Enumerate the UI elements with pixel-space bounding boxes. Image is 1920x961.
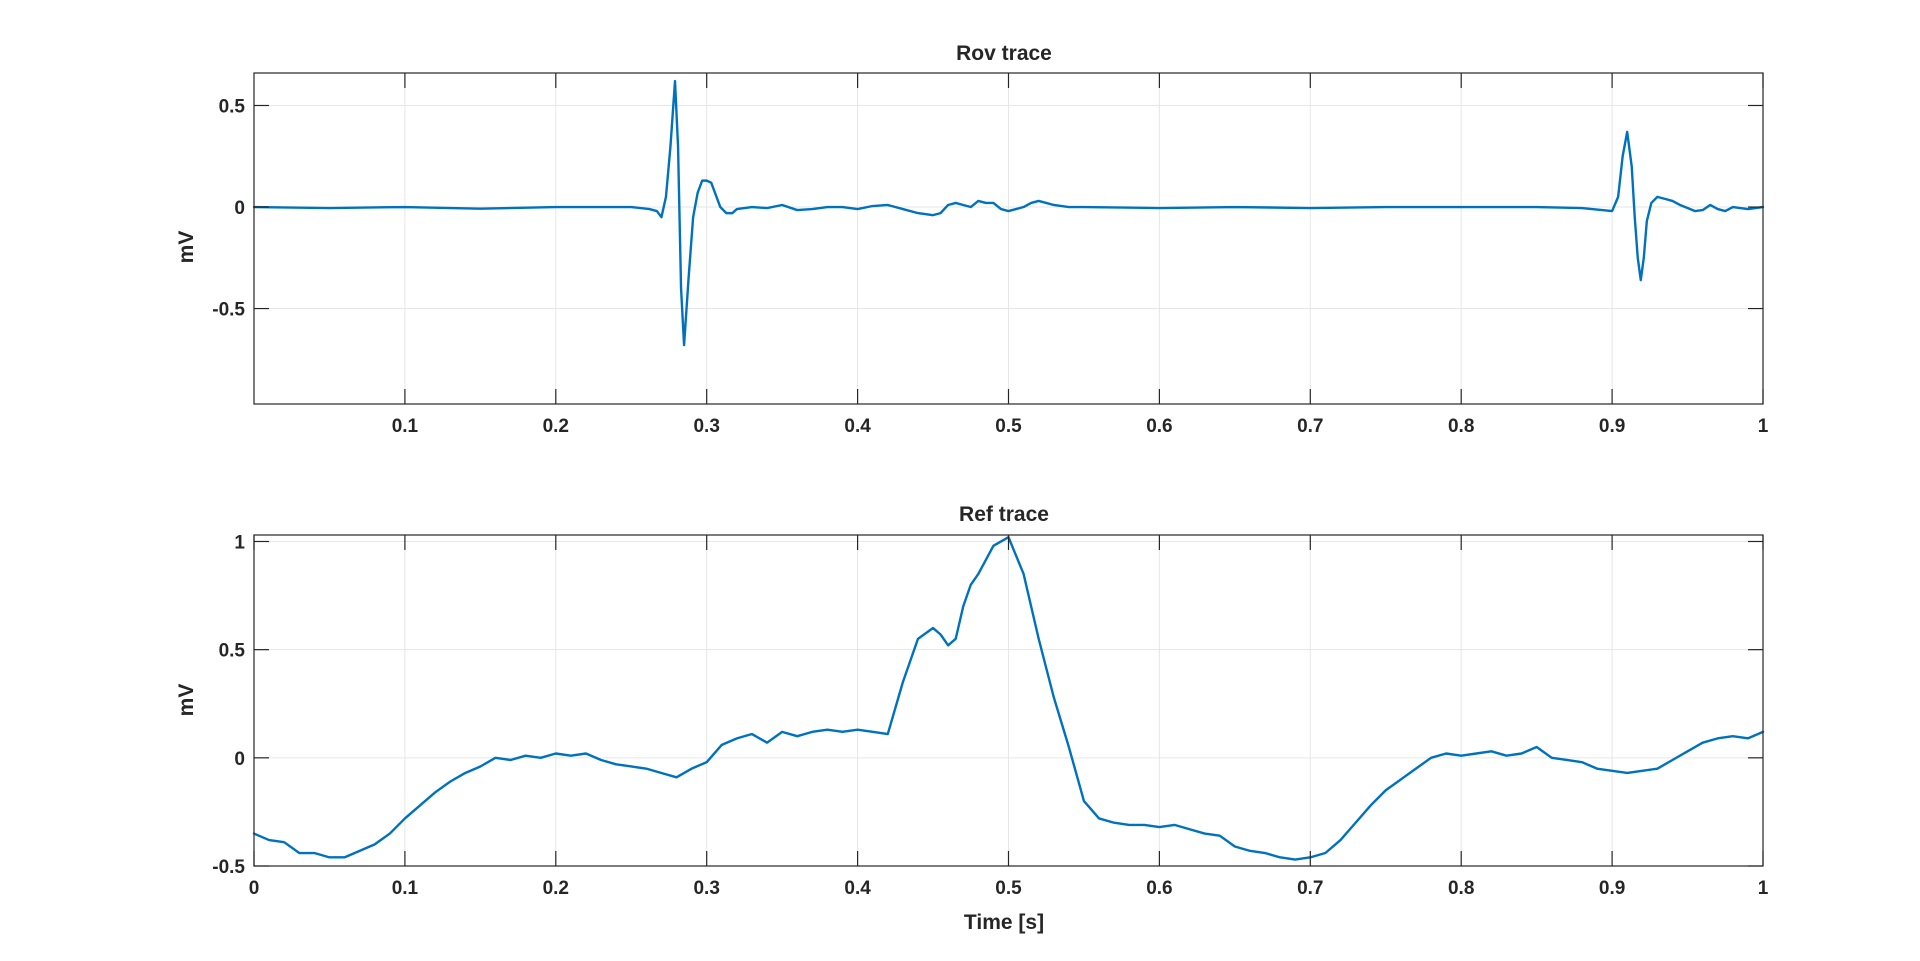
ref-trace-ytick-label: 0	[234, 749, 245, 770]
ref-trace-xtick-label: 0.5	[995, 878, 1022, 899]
ref-trace-xtick-label: 0.9	[1599, 878, 1625, 899]
rov-trace-xtick-label: 0.5	[995, 416, 1022, 437]
rov-trace-xtick-label: 0.9	[1599, 416, 1625, 437]
rov-trace-xtick-label: 0.4	[844, 416, 871, 437]
ref-trace-ytick-label: 0.5	[219, 641, 246, 662]
rov-trace-ytick-label: -0.5	[212, 300, 245, 321]
ref-trace-grid	[254, 535, 1763, 866]
rov-trace-xtick-label: 0.3	[693, 416, 719, 437]
ref-trace-panel: Ref trace mV Time [s] 0 0.1 0.2 0.3 0.4 0.5 0.…	[175, 503, 1769, 934]
ref-trace-xtick-label: 0.6	[1146, 878, 1172, 899]
ref-trace-xtick-label: 0.7	[1297, 878, 1323, 899]
rov-trace-xtick-label: 0.7	[1297, 416, 1323, 437]
rov-trace-panel: Rov trace mV 0.1 0.2 0.3 0.4 0.5 0.6 0.7 0.8 0.9…	[175, 42, 1769, 437]
rov-trace-ytick-label: 0	[234, 198, 245, 219]
ref-trace-ytick-label: 1	[234, 532, 245, 553]
rov-trace-title: Rov trace	[956, 42, 1052, 65]
ref-trace-xlabel: Time [s]	[964, 911, 1044, 934]
ref-trace-xtick-label: 0.4	[844, 878, 871, 899]
rov-trace-xtick-label: 0.2	[543, 416, 569, 437]
rov-trace-xtick-label: 0.8	[1448, 416, 1474, 437]
ref-trace-title: Ref trace	[959, 503, 1049, 526]
ref-trace-xtick-label: 1	[1758, 878, 1769, 899]
ref-trace-xtick-label: 0.3	[693, 878, 719, 899]
ref-trace-ylabel: mV	[175, 684, 198, 717]
ref-trace-ytick-label: -0.5	[212, 857, 245, 878]
ref-trace-xtick-label: 0	[249, 878, 260, 899]
ref-trace-xtick-label: 0.8	[1448, 878, 1474, 899]
rov-trace-xtick-label: 0.6	[1146, 416, 1172, 437]
rov-trace-grid	[254, 73, 1763, 404]
ref-trace-xtick-label: 0.2	[543, 878, 569, 899]
rov-trace-xtick-label: 0.1	[392, 416, 419, 437]
rov-trace-xtick-label: 1	[1758, 416, 1769, 437]
rov-trace-ytick-label: 0.5	[219, 96, 246, 117]
ref-trace-xtick-label: 0.1	[392, 878, 419, 899]
rov-trace-ylabel: mV	[175, 231, 198, 264]
